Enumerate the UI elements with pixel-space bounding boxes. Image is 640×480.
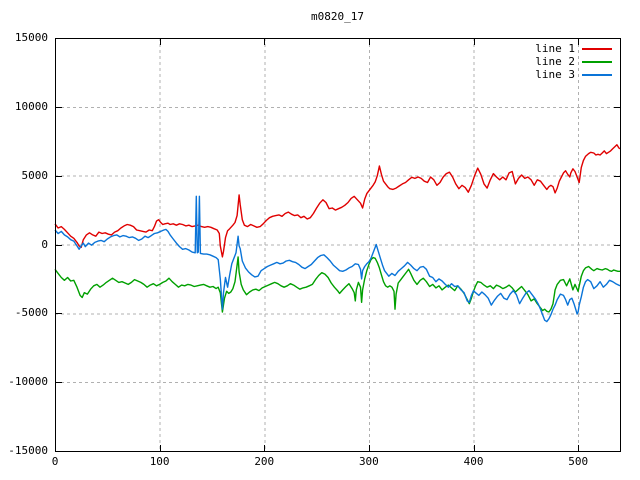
y-tick-label: 5000 xyxy=(21,168,49,182)
y-tick-label: 0 xyxy=(41,237,48,251)
y-tick-label: 15000 xyxy=(14,31,48,44)
x-tick-label: 500 xyxy=(568,455,589,468)
x-tick-label: 300 xyxy=(358,455,379,468)
legend-row-line2: line 2 xyxy=(535,55,612,68)
series-3-polyline xyxy=(54,195,621,323)
chart-title: m0820_17 xyxy=(311,10,364,23)
x-tick-label: 200 xyxy=(254,455,275,468)
plot-border xyxy=(55,38,621,452)
legend-sample-line2 xyxy=(582,60,612,63)
legend-label-line2: line 2 xyxy=(535,55,575,68)
y-tick-label: -5000 xyxy=(14,306,48,320)
x-tick-label: 100 xyxy=(149,455,170,468)
y-tick-label: -15000 xyxy=(8,444,48,457)
x-tick-label: 400 xyxy=(463,455,484,468)
legend: line 1 line 2 line 3 xyxy=(535,42,612,81)
series-2-polyline xyxy=(54,256,620,313)
y-tick-label: -10000 xyxy=(8,375,48,389)
legend-label-line1: line 1 xyxy=(535,42,575,55)
legend-sample-line1 xyxy=(582,47,612,50)
x-tick-label: 0 xyxy=(51,455,59,468)
legend-row-line3: line 3 xyxy=(535,68,612,81)
y-tick-label: 10000 xyxy=(14,99,48,113)
legend-row-line1: line 1 xyxy=(535,42,612,55)
legend-label-line3: line 3 xyxy=(535,68,575,81)
series-1-polyline xyxy=(54,143,621,258)
legend-sample-line3 xyxy=(582,73,612,76)
